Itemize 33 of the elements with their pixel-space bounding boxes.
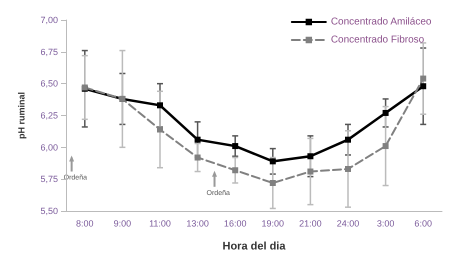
point: [382, 110, 389, 116]
x-tick-label: 6:00: [414, 218, 432, 228]
point: [270, 180, 276, 186]
y-tick-label: 5,50: [40, 206, 58, 216]
x-tick-label: 16:00: [224, 218, 246, 228]
x-tick-label: 8:00: [76, 218, 94, 228]
point: [345, 166, 351, 172]
x-tick-label: 21:00: [299, 218, 322, 228]
legend-label: Concentrado Amiláceo: [330, 16, 432, 28]
point: [307, 153, 314, 160]
y-axis-title: pH ruminal: [16, 92, 26, 140]
point: [420, 83, 426, 90]
y-tick-label: 6,00: [40, 142, 58, 152]
point: [157, 102, 163, 108]
legend-label: Concentrado Fibroso: [330, 34, 425, 46]
y-tick-label: 5,75: [40, 174, 58, 184]
point: [232, 167, 238, 174]
y-tick-label: 6,50: [40, 78, 58, 89]
point: [345, 136, 351, 143]
x-tick-label: 9:00: [114, 218, 132, 228]
x-tick-label: 3:00: [376, 218, 394, 228]
y-tick-label: 7,00: [40, 15, 58, 25]
x-axis-title: Hora del dia: [222, 240, 286, 252]
point: [232, 143, 238, 150]
x-tick-label: 11:00: [149, 218, 171, 228]
point: [382, 143, 389, 150]
x-tick-label: 24:00: [336, 218, 360, 228]
x-tick-label: 13:00: [186, 218, 209, 228]
y-tick-label: 6,25: [40, 110, 58, 120]
x-tick-label: 19:00: [262, 218, 284, 228]
y-tick-label: 6,75: [40, 46, 58, 57]
point: [307, 168, 314, 175]
point: [420, 76, 426, 82]
